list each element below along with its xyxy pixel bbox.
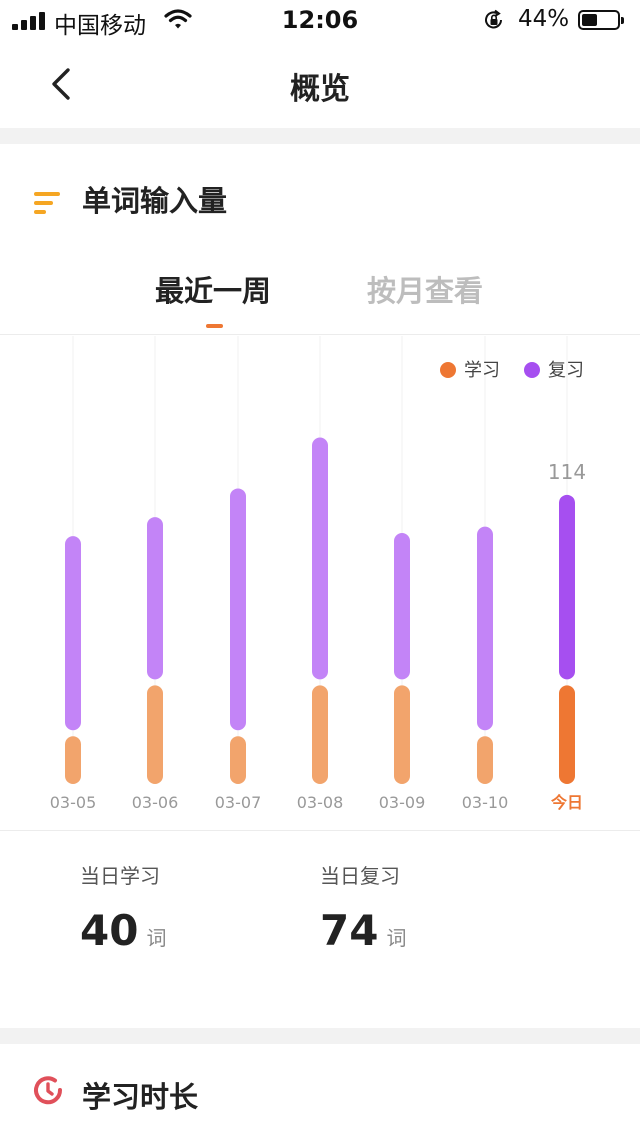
chart-plot: 03-05 03-06 03-07 03-08 03-09 03-10 114 今日 bbox=[50, 336, 586, 812]
page-title: 概览 bbox=[290, 72, 350, 107]
battery-icon bbox=[578, 10, 624, 30]
bar-review bbox=[477, 526, 493, 731]
bar-review bbox=[312, 437, 328, 680]
x-tick-label: 03-07 bbox=[215, 793, 262, 812]
active-tab-indicator bbox=[206, 324, 223, 328]
stat-review: 当日复习 74 词 bbox=[320, 860, 406, 955]
stat-unit: 词 bbox=[146, 926, 167, 950]
tab-by-month[interactable]: 按月查看 bbox=[367, 274, 484, 308]
battery-level bbox=[582, 14, 597, 26]
divider bbox=[0, 334, 640, 335]
stat-learn: 当日学习 40 词 bbox=[80, 860, 166, 955]
x-tick-label: 03-08 bbox=[297, 793, 344, 812]
section-gap bbox=[0, 128, 640, 144]
nav-bar: 概览 bbox=[0, 40, 640, 128]
filter-lines-icon bbox=[34, 192, 62, 218]
status-bar: 中国移动 12:06 44% bbox=[0, 0, 640, 40]
bar-review bbox=[394, 533, 410, 680]
stat-value: 74 bbox=[320, 906, 379, 955]
bar-learn bbox=[312, 685, 328, 784]
signal-icon bbox=[12, 12, 48, 30]
divider bbox=[0, 830, 640, 831]
legend-dot bbox=[440, 362, 456, 378]
data-label-total: 114 bbox=[548, 460, 586, 484]
section-title: 单词输入量 bbox=[82, 184, 228, 218]
bar-review bbox=[230, 488, 246, 731]
stat-label: 当日复习 bbox=[320, 864, 400, 888]
section-title: 学习时长 bbox=[82, 1080, 199, 1114]
bar-review bbox=[65, 536, 81, 731]
x-tick-label: 今日 bbox=[550, 793, 583, 812]
bar-learn bbox=[394, 685, 410, 784]
carrier-name: 中国移动 bbox=[54, 13, 146, 39]
x-tick-label: 03-06 bbox=[132, 793, 179, 812]
stat-label: 当日学习 bbox=[80, 864, 160, 888]
word-input-chart: 学习 复习 03-05 03-06 03-07 03-08 03-09 03-10 114 今… bbox=[0, 336, 640, 830]
study-time-header: 学习时长 bbox=[0, 1066, 640, 1126]
legend-dot bbox=[524, 362, 540, 378]
bar-learn bbox=[147, 685, 163, 784]
legend-label: 学习 bbox=[464, 360, 500, 381]
word-input-header: 单词输入量 bbox=[0, 170, 640, 230]
wifi-icon bbox=[164, 9, 192, 29]
clock-icon bbox=[34, 1076, 63, 1105]
bar-learn bbox=[65, 736, 81, 784]
x-tick-label: 03-05 bbox=[50, 793, 97, 812]
stat-unit: 词 bbox=[386, 926, 407, 950]
rotation-lock-icon bbox=[485, 9, 502, 29]
back-icon[interactable] bbox=[40, 62, 84, 106]
bar-learn bbox=[559, 685, 575, 784]
battery-percent: 44% bbox=[518, 6, 570, 32]
x-tick-label: 03-09 bbox=[379, 793, 426, 812]
bar-review bbox=[147, 517, 163, 680]
stat-value: 40 bbox=[80, 906, 139, 955]
bar-learn bbox=[477, 736, 493, 784]
legend-item-learn: 学习 bbox=[440, 356, 500, 382]
range-tabs: 最近一周 按月查看 bbox=[0, 262, 640, 332]
legend-item-review: 复习 bbox=[524, 356, 584, 382]
tab-recent-week[interactable]: 最近一周 bbox=[155, 274, 272, 308]
bar-learn bbox=[230, 736, 246, 784]
bar-review bbox=[559, 494, 575, 680]
legend-label: 复习 bbox=[548, 360, 584, 381]
daily-stats: 当日学习 40 词 当日复习 74 词 bbox=[0, 860, 640, 990]
clock-time: 12:06 bbox=[281, 6, 359, 34]
section-gap bbox=[0, 1028, 640, 1044]
x-tick-label: 03-10 bbox=[462, 793, 509, 812]
